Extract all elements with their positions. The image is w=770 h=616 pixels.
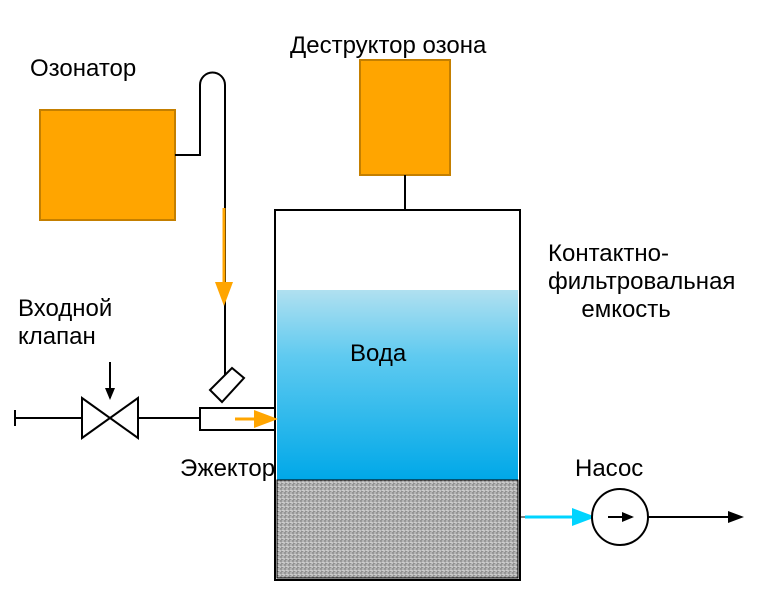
ejector-neck [210, 368, 244, 402]
water-label: Вода [350, 340, 406, 368]
destructor-label: Деструктор озона [290, 32, 486, 60]
pump-label: Насос [575, 455, 643, 483]
destructor-box [360, 60, 450, 175]
ozonator-box [40, 110, 175, 220]
pipe-ozonator [175, 73, 225, 381]
contact-tank-label: Контактно- фильтровальная емкость [548, 240, 735, 324]
ejector-label: Эжектор [180, 455, 275, 483]
inlet-valve-label: Входной клапан [18, 295, 112, 351]
ozonator-label: Озонатор [30, 55, 136, 83]
water-region [277, 290, 518, 480]
filter-region [277, 480, 518, 578]
inlet-valve-icon [15, 362, 138, 438]
